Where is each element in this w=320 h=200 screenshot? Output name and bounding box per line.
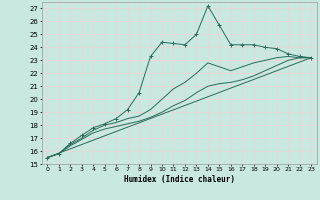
X-axis label: Humidex (Indice chaleur): Humidex (Indice chaleur) [124,175,235,184]
